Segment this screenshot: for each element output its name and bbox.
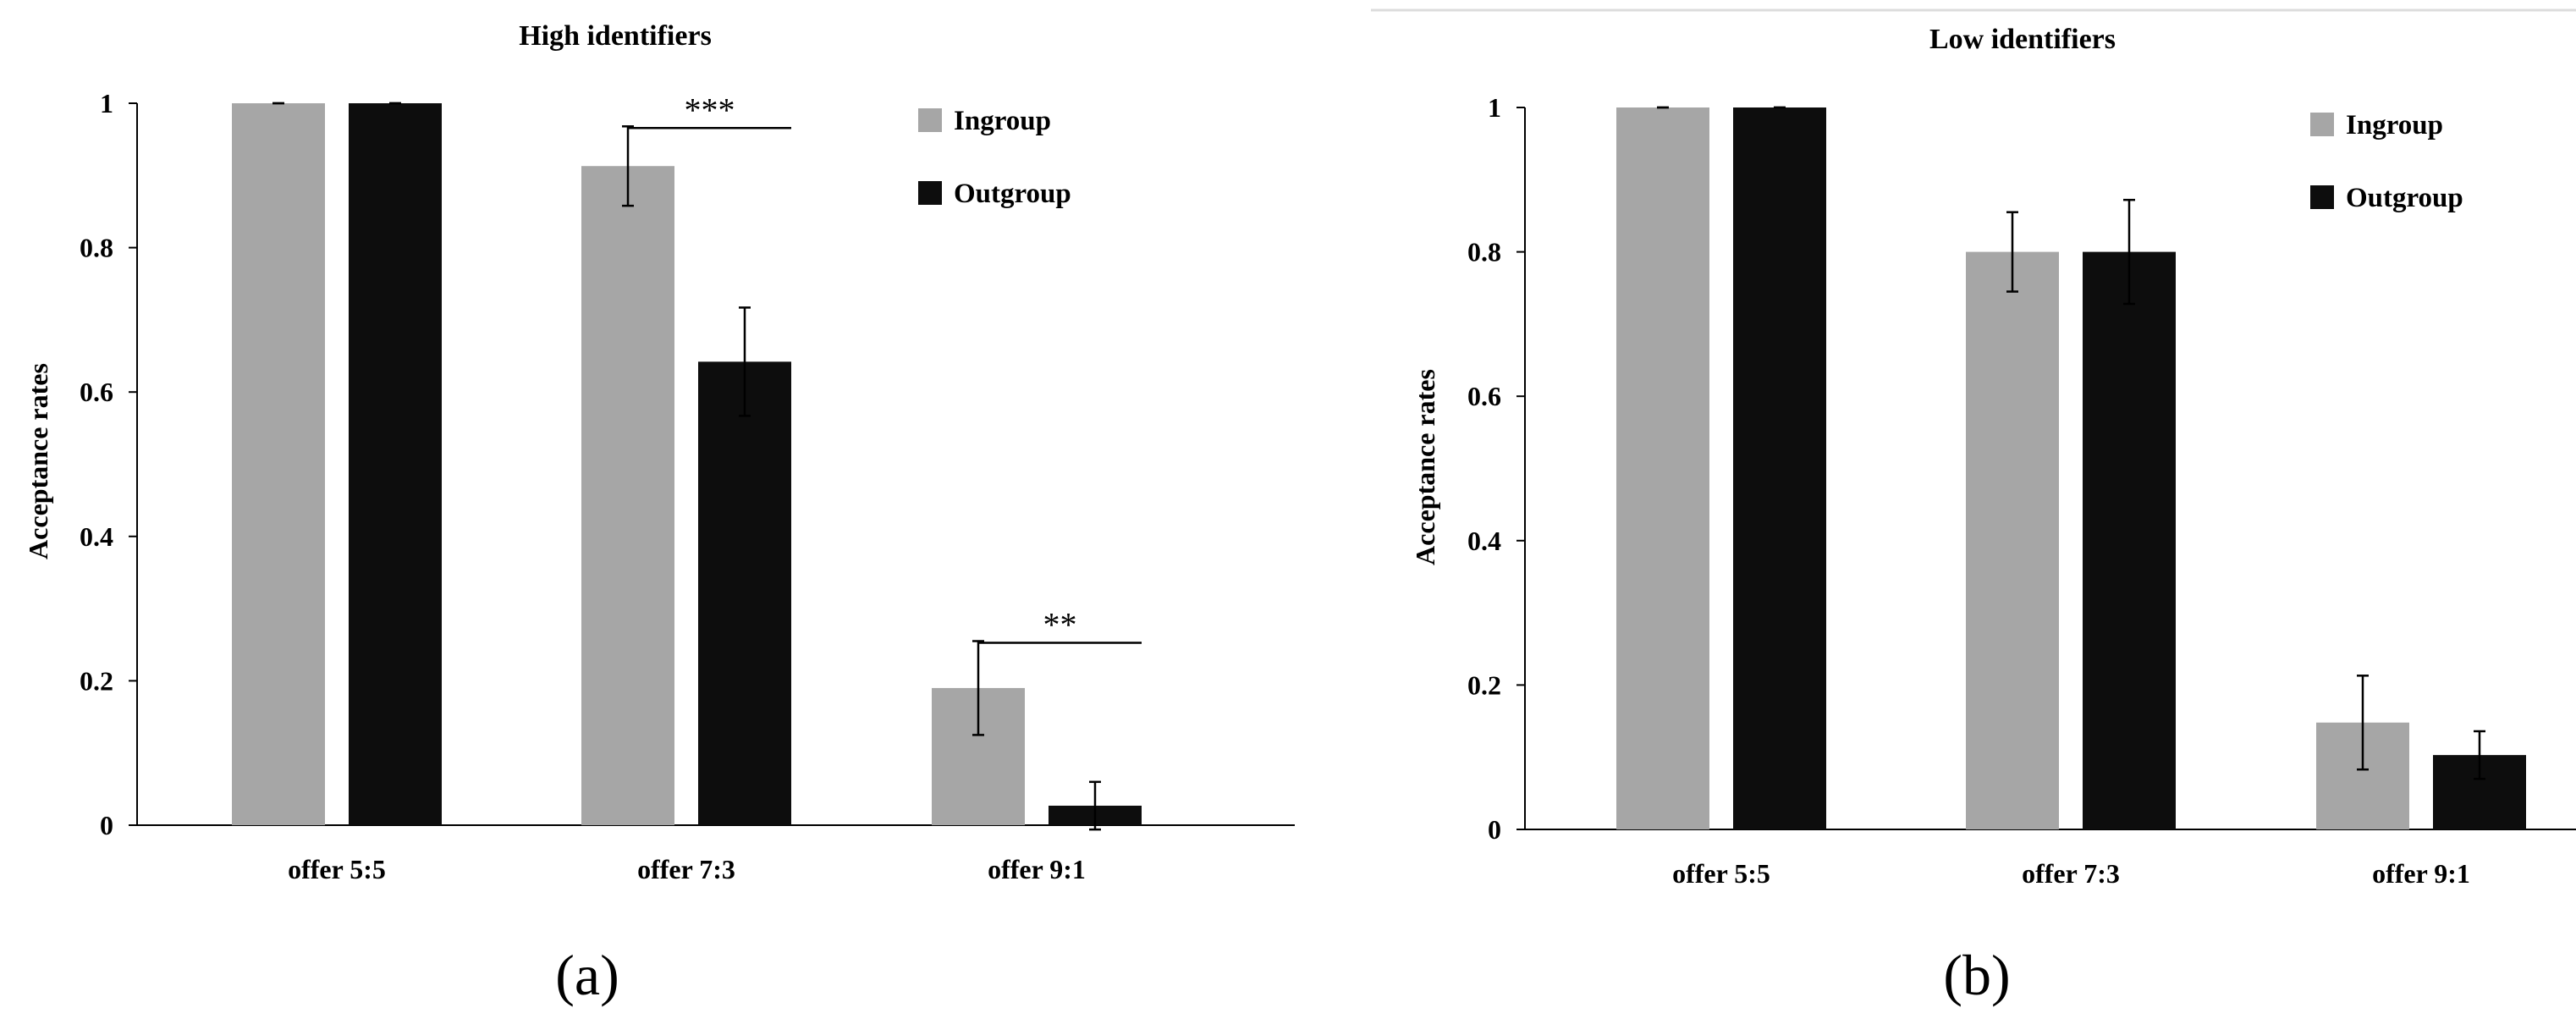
y-tick-label: 0.8: [80, 233, 113, 263]
x-tick-label: offer 9:1: [2372, 858, 2470, 889]
y-tick-label: 0.4: [80, 521, 113, 552]
panel-label: (b): [1943, 943, 2010, 1007]
legend-label: Outgroup: [954, 179, 1071, 209]
bar-ingroup: [232, 103, 325, 825]
plot-area-a: 0 0.2 0.4 0.6 0.8 1 offer 5:5 offer 7:3 offer 9:…: [80, 88, 1295, 884]
y-tick-label: 0: [100, 810, 113, 840]
bar-outgroup: [349, 103, 442, 825]
panel-label: (a): [555, 943, 619, 1007]
plot-area-b: 0 0.2 0.4 0.6 0.8 1 offer 5:5 offer 7:3 offer 9:…: [1467, 92, 2576, 889]
chart-title: Low identifiers: [1929, 24, 2116, 55]
legend-label: Outgroup: [2346, 183, 2463, 213]
bar-ingroup: [1616, 107, 1709, 829]
significance-marker: ***: [685, 91, 735, 129]
legend-swatch-ingroup: [2310, 113, 2334, 136]
legend-swatch-outgroup: [2310, 185, 2334, 209]
x-tick-label: offer 7:3: [637, 854, 735, 884]
y-tick-label: 0.4: [1467, 526, 1501, 556]
y-tick-label: 0.8: [1467, 237, 1501, 267]
y-axis-label: Acceptance rates: [1410, 369, 1440, 565]
bar-outgroup: [1733, 107, 1826, 829]
bar-ingroup: [581, 166, 674, 825]
significance-marker: **: [1043, 605, 1077, 643]
y-tick-label: 0.6: [1467, 381, 1501, 411]
x-tick-label: offer 9:1: [988, 854, 1086, 884]
bar-ingroup: [1966, 251, 2059, 830]
bar-outgroup: [2083, 251, 2176, 830]
y-tick-label: 0.2: [1467, 669, 1501, 700]
legend-label: Ingroup: [2346, 110, 2443, 140]
legend-swatch-ingroup: [918, 108, 942, 132]
panel-b: Low identifiers Acceptance rates 0 0.2 0.4…: [1410, 24, 2576, 1007]
y-axis-label: Acceptance rates: [23, 363, 53, 559]
x-tick-label: offer 5:5: [1672, 858, 1770, 889]
x-tick-label: offer 5:5: [288, 854, 386, 884]
x-tick-label: offer 7:3: [2022, 858, 2120, 889]
y-tick-label: 1: [1488, 92, 1501, 123]
y-tick-label: 0.6: [80, 377, 113, 407]
chart-title: High identifiers: [519, 20, 712, 52]
panel-a: High identifiers Acceptance rates 0 0.2 0.…: [23, 20, 1295, 1007]
y-tick-label: 0.2: [80, 665, 113, 696]
y-tick-label: 0: [1488, 814, 1501, 845]
legend-swatch-outgroup: [918, 181, 942, 205]
bar-outgroup: [698, 361, 791, 825]
y-tick-label: 1: [100, 88, 113, 118]
legend-label: Ingroup: [954, 106, 1051, 136]
